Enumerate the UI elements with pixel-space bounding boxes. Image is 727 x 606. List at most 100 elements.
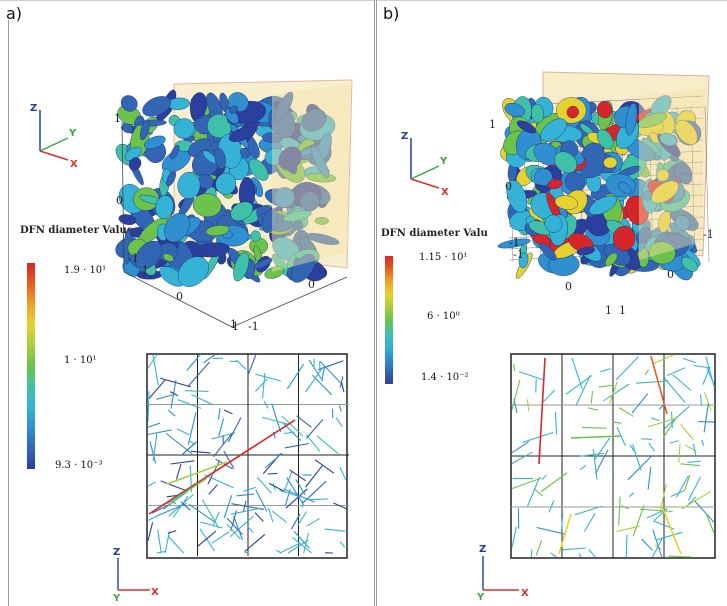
fracture-trace <box>625 534 628 558</box>
fracture-trace <box>540 472 568 492</box>
fracture-trace <box>611 421 622 424</box>
fracture-trace <box>652 508 668 522</box>
fracture-trace <box>189 440 196 446</box>
fracture-trace <box>629 444 636 452</box>
y-axis-label: Y <box>476 592 485 603</box>
fracture-trace <box>147 354 158 369</box>
fracture-trace <box>522 431 554 443</box>
fracture-trace <box>658 404 665 410</box>
fracture-disc <box>604 252 618 267</box>
fracture-trace <box>230 510 238 532</box>
fracture-trace <box>538 357 546 465</box>
fracture-trace <box>570 435 622 439</box>
y-axis-line <box>410 165 440 180</box>
cube-tick: 1 <box>489 118 496 131</box>
fracture-trace <box>170 460 195 465</box>
fracture-disc <box>164 212 190 243</box>
fracture-trace <box>575 374 591 406</box>
fracture-trace <box>215 458 233 470</box>
fracture-disc <box>253 258 273 269</box>
fracture-disc <box>140 120 150 141</box>
cube-edge <box>231 276 348 328</box>
fracture-trace <box>167 535 185 554</box>
fracture-trace <box>162 490 189 510</box>
section-plane-front <box>272 84 350 272</box>
fracture-trace <box>208 484 218 495</box>
fracture-trace <box>562 547 587 551</box>
fracture-trace <box>598 384 615 388</box>
fracture-disc <box>589 195 617 216</box>
fracture-trace <box>511 526 517 548</box>
colorbar-mid-label: 6 · 10⁰ <box>427 311 460 322</box>
fracture-trace <box>255 378 268 392</box>
fracture-trace <box>648 442 655 452</box>
fracture-trace <box>160 480 188 492</box>
fracture-trace <box>659 484 667 514</box>
fracture-disc <box>531 103 544 124</box>
fracture-trace <box>187 361 211 388</box>
fracture-trace <box>687 460 702 464</box>
fracture-disc <box>205 224 230 237</box>
fracture-disc <box>229 105 238 114</box>
fracture-disc <box>278 146 302 171</box>
fracture-trace <box>197 530 217 547</box>
fracture-trace <box>188 503 215 523</box>
fracture-trace <box>565 375 593 395</box>
fracture-trace <box>319 360 342 385</box>
fracture-trace <box>681 490 712 510</box>
fracture-trace <box>641 538 653 551</box>
fracture-trace <box>256 477 272 494</box>
panel-b: b) Z Y X DFN diameter Valu 1.15 · 10¹ 6 … <box>376 0 727 606</box>
fracture-disc <box>214 147 226 170</box>
fracture-trace <box>167 409 176 417</box>
fracture-disc <box>651 180 679 204</box>
fracture-trace <box>511 477 542 490</box>
fracture-trace <box>594 449 609 474</box>
fracture-trace <box>147 512 163 521</box>
fracture-trace <box>295 479 306 495</box>
fracture-trace <box>578 553 582 558</box>
colorbar-title: DFN diameter Value <box>20 225 134 236</box>
fracture-trace <box>706 367 715 385</box>
fracture-trace <box>229 515 254 538</box>
colorbar <box>27 263 35 469</box>
fracture-trace <box>170 380 177 409</box>
fracture-trace <box>247 526 254 533</box>
y-axis-line <box>39 137 69 152</box>
fracture-trace <box>204 474 234 489</box>
fracture-trace <box>261 372 266 399</box>
fracture-disc <box>497 238 531 249</box>
fracture-trace <box>592 448 598 480</box>
fracture-trace <box>675 475 689 498</box>
fracture-trace <box>647 417 677 428</box>
z-axis-label: Z <box>30 103 37 114</box>
fracture-trace <box>541 474 547 480</box>
fracture-disc <box>540 118 567 142</box>
fracture-disc <box>554 151 578 174</box>
panel-label-b: b) <box>383 4 400 23</box>
cube-edge <box>121 121 125 273</box>
fracture-trace <box>271 403 282 433</box>
fracture-trace <box>199 528 216 552</box>
fracture-trace <box>301 480 327 505</box>
fracture-trace <box>650 355 668 415</box>
fracture-trace <box>147 422 161 428</box>
fracture-trace <box>157 529 162 554</box>
fracture-trace <box>616 525 640 533</box>
fracture-trace <box>636 380 669 384</box>
cube-edge <box>123 271 233 328</box>
fracture-cube-3d: 1 0 -1 -1 0 1 1 -1 0 <box>489 71 714 317</box>
fracture-trace <box>533 488 544 497</box>
colorbar-min-label: 9.3 · 10⁻³ <box>55 460 103 471</box>
fracture-trace <box>271 510 288 523</box>
x-axis-label: X <box>521 588 529 599</box>
cube-tick: 1 <box>605 304 612 317</box>
fracture-trace <box>627 456 652 481</box>
fracture-trace <box>656 531 683 541</box>
axis-triad-b: Z Y X <box>401 131 449 198</box>
cube-tick: 1 <box>114 112 121 125</box>
fracture-disc <box>240 147 250 159</box>
fracture-trace <box>692 443 697 458</box>
fracture-trace <box>235 359 247 370</box>
fracture-trace <box>680 463 700 467</box>
